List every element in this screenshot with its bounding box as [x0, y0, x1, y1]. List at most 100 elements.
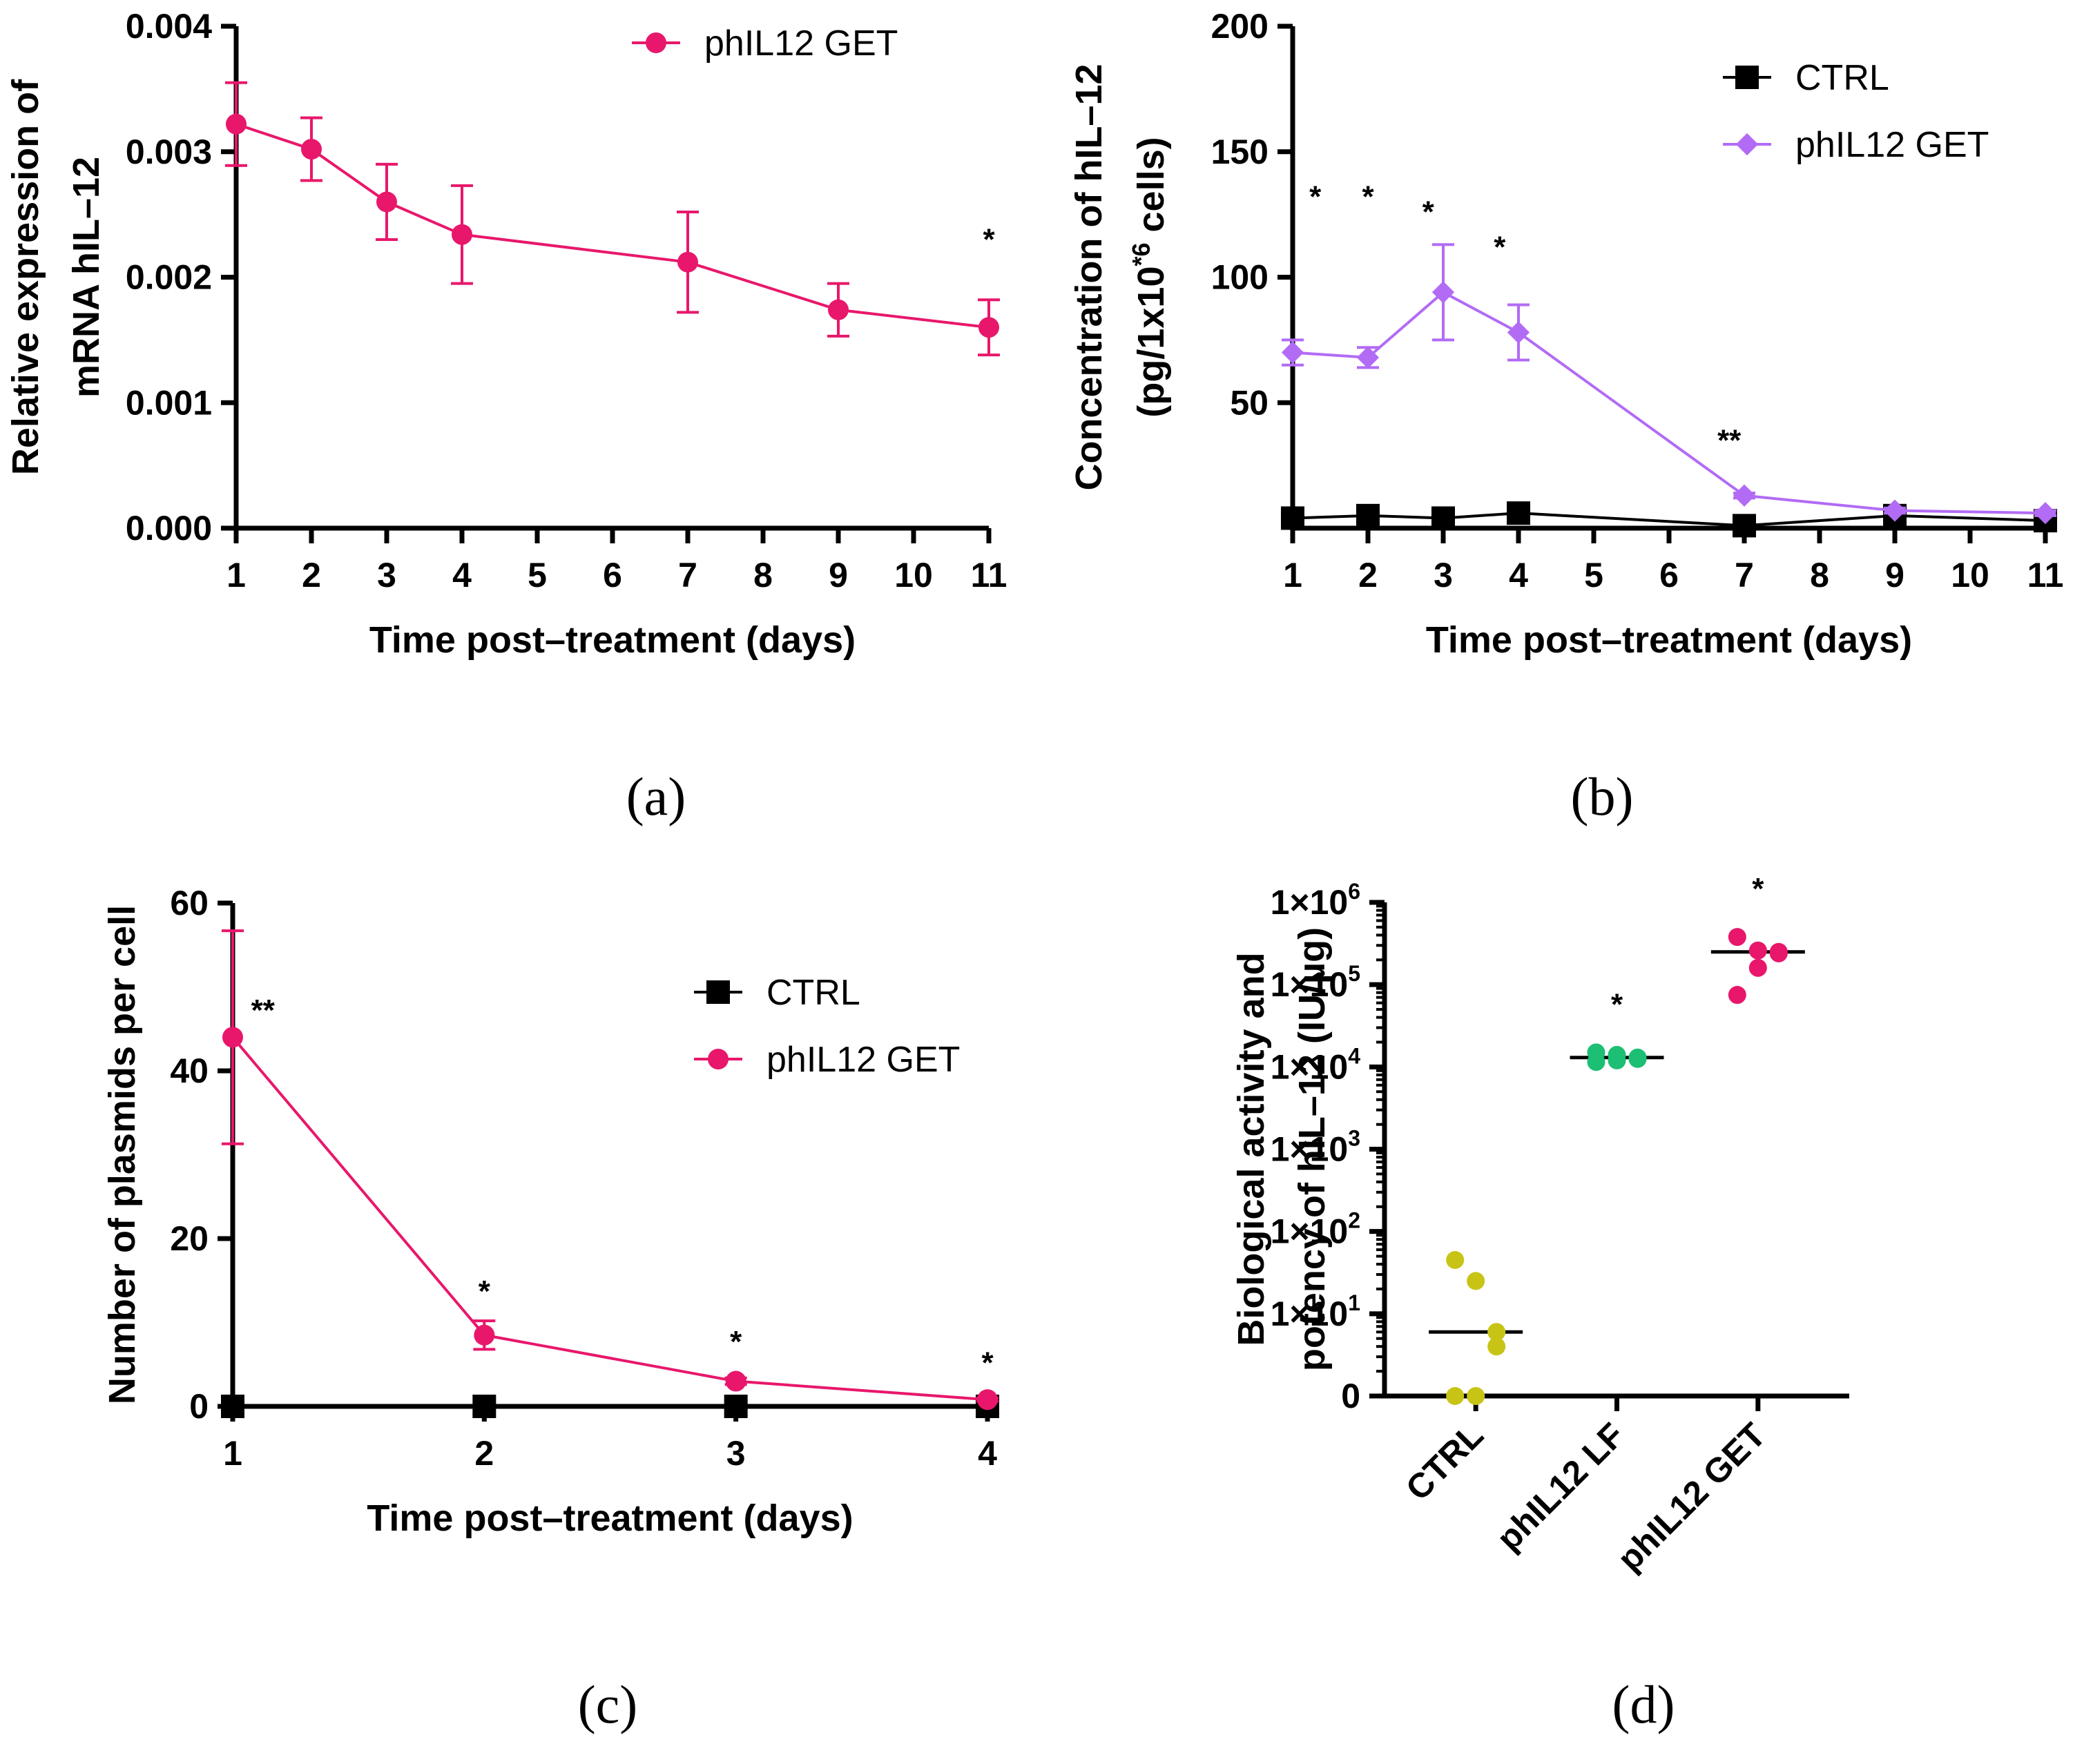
- x-tick-label: 8: [1810, 556, 1829, 594]
- data-point: [977, 1389, 998, 1411]
- significance-marker: **: [251, 994, 276, 1027]
- data-point: [301, 139, 322, 160]
- legend-marker: [1735, 133, 1759, 156]
- panel-label: (c): [578, 1674, 638, 1734]
- legend-entry: CTRL: [1795, 58, 1889, 98]
- y-axis-title-part: cells): [1130, 137, 1172, 242]
- y-tick-label: 150: [1211, 133, 1269, 171]
- x-tick-label: 10: [1951, 556, 1989, 594]
- data-point: [472, 1395, 496, 1418]
- y-tick-base: 1×10: [1271, 1212, 1349, 1251]
- significance-marker: *: [1422, 195, 1435, 229]
- panel-label: (d): [1612, 1674, 1675, 1734]
- x-tick-label: 9: [829, 556, 848, 594]
- data-point: [1728, 928, 1746, 947]
- panel-d-chart: 01×1011×1021×1031×1041×1051×106CTRLphIL1…: [1231, 872, 1849, 1734]
- data-point: [1883, 499, 1907, 522]
- x-tick-label: 2: [1358, 556, 1378, 594]
- y-axis-title-part: *6: [1127, 242, 1155, 266]
- y-tick-exponent: 1: [1348, 1290, 1360, 1315]
- panel-label: (a): [626, 766, 686, 826]
- x-tick-label: 4: [1509, 556, 1528, 594]
- y-tick-label: 100: [1211, 258, 1269, 297]
- data-point: [226, 113, 247, 135]
- y-tick-base: 1×10: [1271, 1295, 1349, 1333]
- data-point: [1748, 958, 1767, 977]
- y-tick-label: 0.000: [126, 509, 212, 547]
- legend-entry: phIL12 GET: [704, 23, 898, 64]
- legend-entry: phIL12 GET: [766, 1040, 960, 1080]
- y-tick-label: 0.002: [126, 258, 212, 297]
- data-point: [1356, 346, 1380, 369]
- y-axis-title: potency of hIL–12 (IU/µg): [1291, 927, 1333, 1371]
- significance-marker: *: [981, 1346, 994, 1379]
- y-tick-label: 60: [170, 884, 209, 922]
- y-tick-exponent: 5: [1348, 961, 1360, 986]
- data-point: [1769, 944, 1788, 962]
- y-tick-exponent: 4: [1348, 1043, 1360, 1068]
- data-point: [1356, 503, 1380, 527]
- series-line-ctrl: [1292, 512, 2046, 527]
- x-tick-label: 10: [894, 556, 933, 594]
- data-point: [222, 1027, 243, 1048]
- series-line-phil12-get: [1292, 290, 2046, 515]
- y-tick-label: 1×106: [1271, 879, 1360, 922]
- data-point: [1487, 1337, 1506, 1356]
- legend-marker: [646, 32, 666, 53]
- y-tick-label: 0.001: [126, 383, 212, 422]
- legend-marker: [1735, 66, 1759, 89]
- y-tick-label: 50: [1230, 383, 1269, 422]
- series-line-phil12-get: [235, 122, 990, 329]
- x-tick-label: 6: [603, 556, 622, 594]
- significance-marker: *: [983, 223, 995, 257]
- y-axis-title: Number of plasmids per cell: [102, 905, 143, 1404]
- data-point: [1281, 506, 1304, 530]
- x-axis-title: Time post–treatment (days): [367, 1498, 853, 1539]
- y-axis-title: (pg/1x10*6 cells): [1127, 137, 1173, 417]
- significance-marker: *: [1309, 180, 1322, 214]
- y-tick-label: 20: [170, 1219, 209, 1258]
- y-tick-exponent: 3: [1348, 1126, 1360, 1151]
- data-point: [2034, 502, 2057, 525]
- y-tick-label: 0: [189, 1387, 209, 1426]
- x-tick-label: 6: [1659, 556, 1679, 594]
- series-line-phil12-get: [231, 1036, 988, 1402]
- data-point: [1446, 1250, 1465, 1269]
- data-point: [1431, 506, 1455, 530]
- y-tick-label: 1×103: [1271, 1126, 1360, 1169]
- significance-marker: *: [1611, 987, 1623, 1021]
- data-point: [1281, 341, 1304, 364]
- y-tick-base: 1×10: [1271, 965, 1349, 1004]
- data-point: [376, 191, 397, 213]
- y-tick-label: 1×105: [1271, 961, 1360, 1004]
- y-tick-label: 0.004: [126, 7, 212, 46]
- significance-marker: *: [1752, 872, 1764, 906]
- data-point: [1431, 281, 1455, 304]
- y-tick-label: 40: [170, 1051, 209, 1090]
- data-point: [1446, 1387, 1465, 1405]
- data-point: [1487, 1323, 1506, 1341]
- y-tick-base: 1×10: [1271, 1047, 1349, 1086]
- x-axis-title: Time post–treatment (days): [369, 619, 856, 661]
- x-tick-label: 9: [1885, 556, 1904, 594]
- y-tick-label: 0.003: [126, 133, 212, 171]
- x-tick-label: 8: [753, 556, 773, 594]
- data-point: [725, 1370, 746, 1392]
- x-tick-label: 1: [223, 1434, 242, 1473]
- legend-marker: [706, 980, 730, 1004]
- x-tick-label: phIL12 GET: [1610, 1415, 1773, 1578]
- data-point: [1587, 1053, 1605, 1072]
- x-tick-label: 11: [971, 556, 1007, 594]
- significance-marker: *: [1362, 180, 1374, 214]
- data-point: [474, 1324, 495, 1346]
- x-tick-label: 3: [726, 1434, 746, 1473]
- data-point: [1467, 1272, 1485, 1290]
- y-tick-label: 1×102: [1271, 1208, 1360, 1251]
- data-point: [1733, 514, 1756, 538]
- y-tick-label: 1×101: [1271, 1290, 1360, 1333]
- y-tick-exponent: 6: [1348, 879, 1360, 904]
- x-tick-label: 3: [377, 556, 396, 594]
- x-axis-title: Time post–treatment (days): [1426, 619, 1912, 661]
